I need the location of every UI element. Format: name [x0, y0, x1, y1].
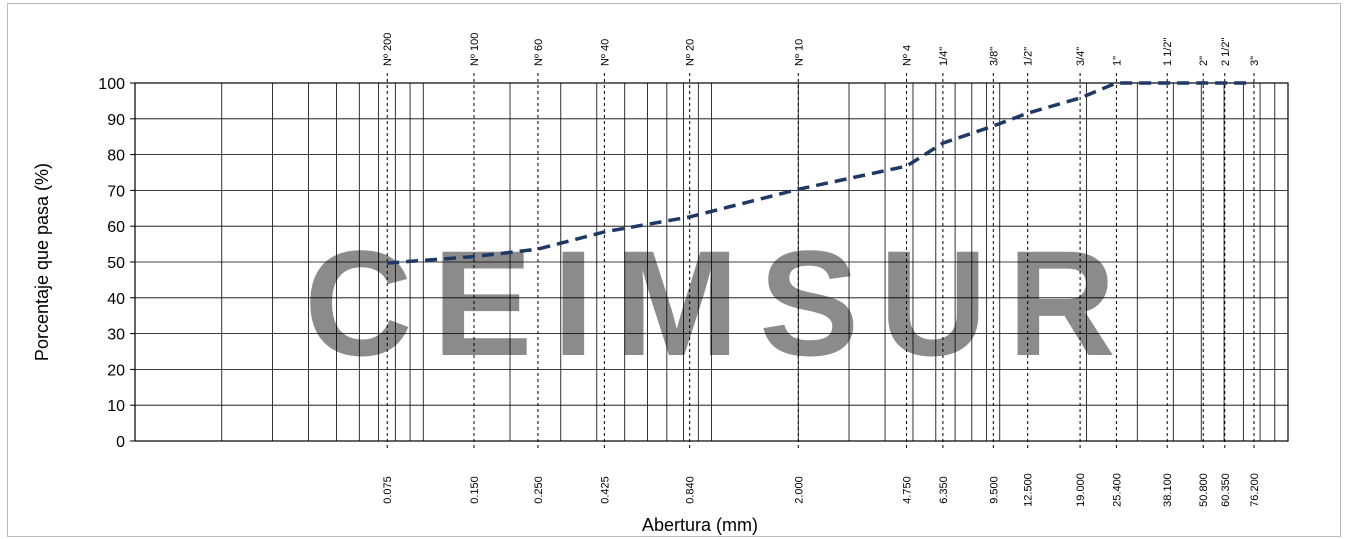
- watermark: CEIMSUR: [304, 219, 1136, 387]
- sieve-name: 1/4": [938, 47, 950, 66]
- y-tick-label: 60: [107, 219, 125, 236]
- x-tick-label: 12.500: [1023, 473, 1035, 507]
- sieve-name: 3": [1249, 56, 1261, 66]
- y-axis-title: Porcentaje que pasa (%): [32, 163, 52, 361]
- sieve-name: 3/4": [1075, 47, 1087, 66]
- y-tick-label: 70: [107, 183, 125, 200]
- sieve-name: Nº 10: [793, 39, 805, 66]
- x-tick-label: 19.000: [1075, 473, 1087, 507]
- x-tick-label: 25.400: [1111, 473, 1123, 507]
- y-tick-label: 100: [98, 76, 125, 93]
- sieve-name: 1": [1111, 56, 1123, 66]
- x-tick-label: 50.800: [1198, 473, 1210, 507]
- plot-border: [134, 82, 1289, 442]
- y-tick-label: 90: [107, 112, 125, 129]
- x-tick-label: 2.000: [793, 476, 805, 504]
- y-tick-label: 10: [107, 398, 125, 415]
- sieve-name: Nº 20: [685, 39, 697, 66]
- x-tick-label: 6.350: [938, 476, 950, 504]
- x-tick-label: 9.500: [988, 476, 1000, 504]
- sieve-name: 3/8": [988, 47, 1000, 66]
- y-tick-label: 30: [107, 327, 125, 344]
- x-tick-label: 0.250: [533, 476, 545, 504]
- y-tick-label: 0: [116, 434, 125, 451]
- x-tick-label: 60.350: [1220, 473, 1232, 507]
- x-tick-label: 0.840: [685, 476, 697, 504]
- frame: [7, 3, 1341, 537]
- sieve-name: 2 1/2": [1220, 38, 1232, 66]
- sieve-name: Nº 60: [533, 39, 545, 66]
- x-axis-title: Abertura (mm): [642, 515, 758, 535]
- x-tick-label: 4.750: [902, 476, 914, 504]
- sieve-name: Nº 4: [902, 45, 914, 66]
- sieve-name: Nº 40: [599, 39, 611, 66]
- sieve-name: Nº 200: [382, 33, 394, 66]
- sieve-name: 1 1/2": [1162, 38, 1174, 66]
- y-tick-label: 20: [107, 362, 125, 379]
- x-tick-label: 76.200: [1249, 473, 1261, 507]
- x-tick-label: 38.100: [1162, 473, 1174, 507]
- sieve-name: Nº 100: [469, 33, 481, 66]
- x-tick-label: 0.150: [469, 476, 481, 504]
- x-tick-label: 0.425: [599, 476, 611, 504]
- y-tick-label: 50: [107, 255, 125, 272]
- data-line: [387, 81, 1254, 265]
- y-tick-label: 80: [107, 148, 125, 165]
- x-tick-label: 0.075: [382, 476, 394, 504]
- sieve-name: 1/2": [1023, 47, 1035, 66]
- sieve-name: 2": [1198, 56, 1210, 66]
- y-tick-label: 40: [107, 291, 125, 308]
